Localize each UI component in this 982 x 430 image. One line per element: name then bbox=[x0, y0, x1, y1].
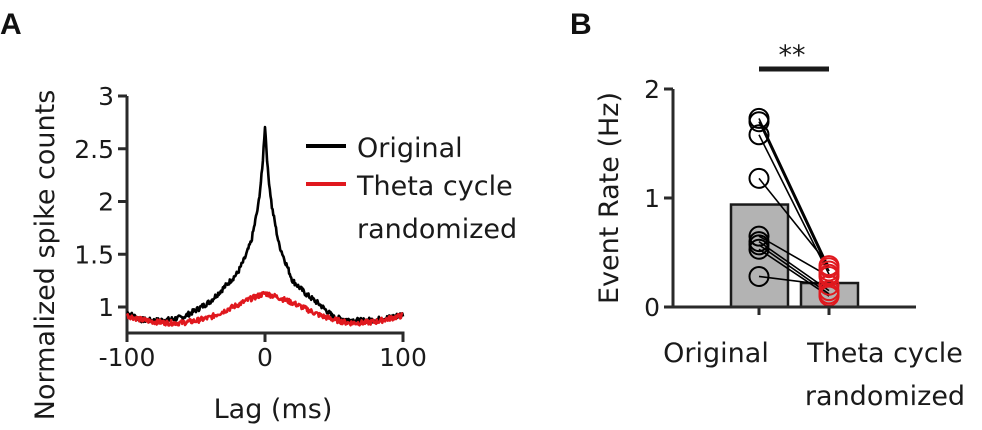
panel-b-category-label: Theta cycle bbox=[806, 338, 963, 369]
legend-label: Theta cycle bbox=[356, 171, 513, 202]
panel-a-line-chart: 1 1.5 2 2.5 3 -100 0 100 Lag (ms) Normalized sp… bbox=[30, 82, 517, 425]
panel-b-category-label: Original bbox=[663, 338, 769, 369]
panel-b-pair-line bbox=[758, 275, 830, 286]
panel-b-point-original bbox=[748, 265, 770, 287]
panel-b-pair-line bbox=[758, 177, 830, 267]
panel-a-y-axis-label: Normalized spike counts bbox=[30, 90, 61, 421]
panel-b-y-tick-label: 2 bbox=[644, 75, 660, 104]
panel-a-y-tick-label: 3 bbox=[98, 82, 114, 111]
panel-a-y-tick-label: 2.5 bbox=[74, 135, 114, 164]
panel-b-pair-line bbox=[758, 118, 830, 269]
panel-b-y-tick-label: 1 bbox=[644, 184, 660, 213]
panel-a-series-line-original bbox=[126, 125, 405, 325]
significance-label: ** bbox=[779, 40, 806, 71]
panel-b-pair-line bbox=[758, 121, 830, 272]
panel-b-pair-line bbox=[758, 244, 830, 295]
legend-label: randomized bbox=[357, 214, 517, 245]
panel-b-point-original bbox=[748, 124, 770, 146]
panel-b-y-tick-label: 0 bbox=[644, 293, 660, 322]
panel-a-x-axis-label: Lag (ms) bbox=[214, 394, 333, 425]
panel-a-series bbox=[125, 125, 405, 327]
panel-b-bar-chart: 0 1 2 Original Theta cycle randomized Event R… bbox=[594, 40, 965, 412]
panel-a-legend: Original Theta cycle randomized bbox=[306, 133, 517, 245]
panel-a-series-line-randomized bbox=[125, 290, 404, 327]
panel-b-point-original bbox=[748, 111, 770, 133]
panel-b-paired-lines bbox=[758, 118, 830, 297]
panel-b-significance: ** bbox=[759, 40, 829, 72]
panel-a-x-tick-label: -100 bbox=[99, 343, 156, 372]
panel-label-b: B bbox=[570, 8, 592, 41]
panel-b-point-randomized bbox=[818, 274, 840, 296]
panel-b-pair-line bbox=[758, 248, 830, 297]
panel-b-pair-line bbox=[758, 240, 830, 292]
panel-label-a: A bbox=[0, 8, 22, 41]
panel-b-point-original bbox=[748, 225, 770, 247]
panel-b-pair-line bbox=[758, 235, 830, 278]
legend-label: Original bbox=[357, 133, 463, 164]
panel-a-x-tick-label: 100 bbox=[379, 343, 427, 372]
panel-b-point-original bbox=[748, 167, 770, 189]
panel-b-points bbox=[748, 107, 840, 307]
panel-a-x-tick-label: 0 bbox=[257, 343, 273, 372]
panel-a-y-tick-label: 1 bbox=[98, 293, 114, 322]
panel-b-point-original bbox=[748, 238, 770, 260]
panel-a-y-tick-label: 2 bbox=[98, 188, 114, 217]
panel-b-y-axis-label: Event Rate (Hz) bbox=[594, 92, 625, 304]
panel-a-axes: 1 1.5 2 2.5 3 -100 0 100 bbox=[74, 82, 427, 372]
panel-b-category-label: randomized bbox=[805, 381, 965, 412]
panel-b-axes: 0 1 2 Original Theta cycle randomized bbox=[644, 75, 965, 412]
panel-a-y-tick-label: 1.5 bbox=[74, 240, 114, 269]
